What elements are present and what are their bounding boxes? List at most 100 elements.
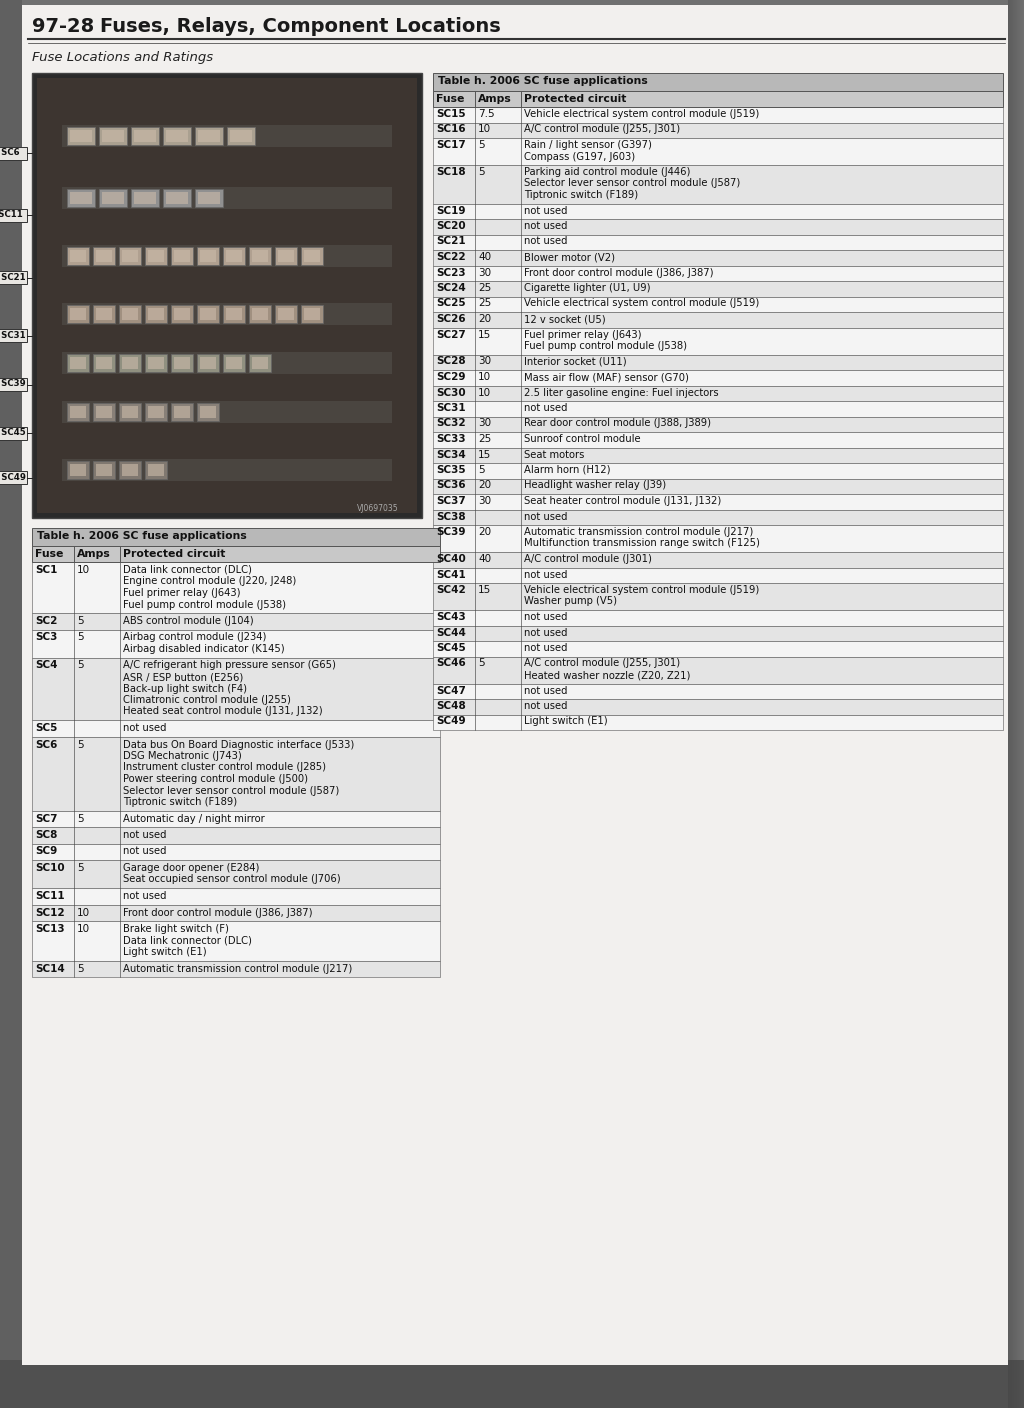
Bar <box>131 189 159 207</box>
Bar <box>433 138 1002 165</box>
Text: not used: not used <box>524 686 567 696</box>
Text: not used: not used <box>524 511 567 521</box>
Text: Heated washer nozzle (Z20, Z21): Heated washer nozzle (Z20, Z21) <box>524 670 690 680</box>
Bar <box>0 377 27 391</box>
Text: Amps: Amps <box>77 549 111 559</box>
Text: SC25: SC25 <box>436 298 466 308</box>
Bar <box>0 0 22 1408</box>
Bar <box>433 417 1002 432</box>
Text: SC3: SC3 <box>35 632 57 642</box>
Text: Data link connector (DLC): Data link connector (DLC) <box>123 935 252 946</box>
Bar <box>278 308 294 320</box>
Bar <box>32 719 440 736</box>
Bar <box>433 266 1002 282</box>
Bar <box>32 826 440 843</box>
Text: 2.5 liter gasoline engine: Fuel injectors: 2.5 liter gasoline engine: Fuel injector… <box>524 387 719 397</box>
Text: Headlight washer relay (J39): Headlight washer relay (J39) <box>524 480 667 490</box>
Bar <box>433 432 1002 448</box>
Bar <box>32 843 440 860</box>
Bar <box>174 406 190 418</box>
Text: Fuel pump control module (J538): Fuel pump control module (J538) <box>524 341 687 351</box>
Bar <box>433 235 1002 251</box>
Bar <box>67 460 89 479</box>
Bar <box>70 130 92 142</box>
Text: SC27: SC27 <box>436 329 466 339</box>
Bar <box>148 251 164 262</box>
Text: Mass air flow (MAF) sensor (G70): Mass air flow (MAF) sensor (G70) <box>524 372 689 382</box>
Bar <box>67 189 95 207</box>
Text: SC47: SC47 <box>436 686 466 696</box>
Text: ABS control module (J104): ABS control module (J104) <box>123 617 254 627</box>
Text: SC12 - SC21: SC12 - SC21 <box>0 273 26 282</box>
Bar <box>171 403 193 421</box>
Bar <box>0 427 27 439</box>
Bar <box>67 246 89 265</box>
Bar <box>119 460 141 479</box>
Text: SC5: SC5 <box>35 722 57 734</box>
Bar <box>119 306 141 322</box>
Bar <box>131 127 159 145</box>
Bar <box>32 73 422 518</box>
Bar <box>433 583 1002 610</box>
Text: SC10: SC10 <box>35 863 65 873</box>
Text: SC12: SC12 <box>35 908 65 918</box>
Text: SC20: SC20 <box>436 221 466 231</box>
Text: SC16: SC16 <box>436 124 466 135</box>
Bar <box>433 370 1002 386</box>
Bar <box>226 308 242 320</box>
Bar <box>301 246 323 265</box>
Text: 5: 5 <box>77 814 84 824</box>
Bar <box>67 403 89 421</box>
Bar <box>32 562 440 612</box>
Bar <box>200 251 216 262</box>
Text: SC46: SC46 <box>436 659 466 669</box>
Bar <box>433 479 1002 494</box>
Text: not used: not used <box>524 206 567 215</box>
Bar <box>0 472 27 484</box>
Text: Back-up light switch (F4): Back-up light switch (F4) <box>123 683 247 694</box>
Text: Amps: Amps <box>478 94 512 104</box>
Bar <box>93 353 115 372</box>
Bar <box>433 567 1002 583</box>
Text: SC22: SC22 <box>436 252 466 262</box>
Bar <box>252 356 268 369</box>
Bar <box>122 463 138 476</box>
Text: not used: not used <box>123 846 167 856</box>
Text: SC42: SC42 <box>436 584 466 596</box>
Text: Table h. 2006 SC fuse applications: Table h. 2006 SC fuse applications <box>37 531 247 541</box>
Bar <box>145 403 167 421</box>
Text: Engine control module (J220, J248): Engine control module (J220, J248) <box>123 576 296 587</box>
Text: 10: 10 <box>478 124 492 135</box>
Bar <box>96 463 112 476</box>
Bar <box>433 610 1002 625</box>
Text: SC7 - SC11: SC7 - SC11 <box>0 210 23 220</box>
Bar <box>433 641 1002 656</box>
Bar <box>171 306 193 322</box>
Text: SC19: SC19 <box>436 206 466 215</box>
Bar <box>32 658 440 719</box>
Text: SC17: SC17 <box>436 139 466 151</box>
Bar <box>67 127 95 145</box>
Bar <box>93 246 115 265</box>
Text: SC43: SC43 <box>436 612 466 622</box>
Bar <box>70 308 86 320</box>
Bar <box>0 329 27 342</box>
Bar <box>433 297 1002 313</box>
Text: SC36: SC36 <box>436 480 466 490</box>
Text: 5: 5 <box>77 617 84 627</box>
Bar <box>122 406 138 418</box>
Text: Automatic day / night mirror: Automatic day / night mirror <box>123 814 265 824</box>
Text: 25: 25 <box>478 283 492 293</box>
Text: SC48: SC48 <box>436 701 466 711</box>
Text: Fuse: Fuse <box>35 549 63 559</box>
Bar <box>32 960 440 977</box>
Text: Sunroof control module: Sunroof control module <box>524 434 641 444</box>
Text: not used: not used <box>524 643 567 653</box>
Text: Multifunction transmission range switch (F125): Multifunction transmission range switch … <box>524 538 760 549</box>
Bar <box>223 353 245 372</box>
Bar <box>433 683 1002 698</box>
Bar <box>200 356 216 369</box>
Bar <box>166 191 188 204</box>
Bar <box>119 246 141 265</box>
Text: Rear door control module (J388, J389): Rear door control module (J388, J389) <box>524 418 711 428</box>
